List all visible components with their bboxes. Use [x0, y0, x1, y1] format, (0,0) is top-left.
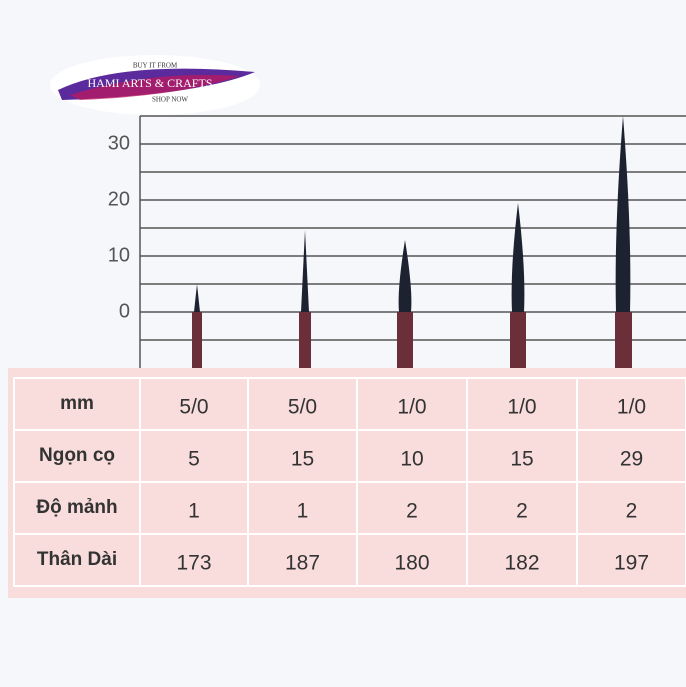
cell-text: 5 — [188, 448, 200, 471]
brush-ferrule — [510, 312, 526, 372]
y-tick-label: 10 — [108, 244, 130, 266]
row-header: mm — [60, 393, 94, 414]
brush-ferrule — [192, 312, 202, 372]
brush-tip — [301, 230, 309, 312]
brush-tip — [615, 116, 631, 312]
cell-text: 197 — [614, 552, 649, 575]
row-header: Thân Dài — [37, 549, 117, 570]
brushes — [192, 116, 632, 372]
cell-text: 1/0 — [617, 396, 646, 419]
cell-text: 1/0 — [507, 396, 536, 419]
cell-text: 29 — [620, 448, 643, 471]
cell-text: 15 — [510, 448, 533, 471]
brush-ferrule — [299, 312, 311, 372]
brush-ferrule — [397, 312, 413, 372]
brush-tip — [398, 240, 412, 312]
table-cell — [576, 533, 686, 587]
grid: 0 10 20 30 — [108, 115, 686, 370]
cell-text: 5/0 — [179, 396, 208, 419]
brush-tip — [511, 203, 525, 312]
logo-bottom: SHOP NOW — [152, 96, 188, 104]
brush-ferrule — [615, 312, 632, 372]
cell-text: 173 — [176, 552, 211, 575]
logo-top: BUY IT FROM — [133, 62, 178, 70]
cell-text: 1 — [297, 500, 309, 523]
cell-text: 1 — [188, 500, 200, 523]
cell-text: 2 — [516, 500, 528, 523]
cell-text: 2 — [406, 500, 418, 523]
row-header: Ngọn cọ — [39, 445, 115, 466]
cell-text: 187 — [285, 552, 320, 575]
brush-tip — [194, 284, 200, 312]
cell-text: 10 — [400, 448, 423, 471]
cell-text: 15 — [291, 448, 314, 471]
cell-text: 180 — [394, 552, 429, 575]
y-tick-label: 0 — [119, 300, 130, 322]
cell-text: 5/0 — [288, 396, 317, 419]
logo: BUY IT FROM HAMI ARTS & CRAFTS SHOP NOW — [50, 55, 260, 115]
logo-brush — [70, 74, 240, 100]
cell-text: 182 — [504, 552, 539, 575]
cell-text: 1/0 — [397, 396, 426, 419]
logo-name: HAMI ARTS & CRAFTS — [88, 76, 213, 90]
row-header: Độ mảnh — [36, 497, 117, 518]
cell-text: 2 — [626, 500, 638, 523]
y-tick-label: 20 — [108, 188, 130, 210]
table: mm 5/0 5/0 1/0 1/0 1/0 Ngọn cọ 5 15 10 15 29 Độ mảnh… — [13, 377, 686, 587]
y-tick-label: 30 — [108, 132, 130, 154]
